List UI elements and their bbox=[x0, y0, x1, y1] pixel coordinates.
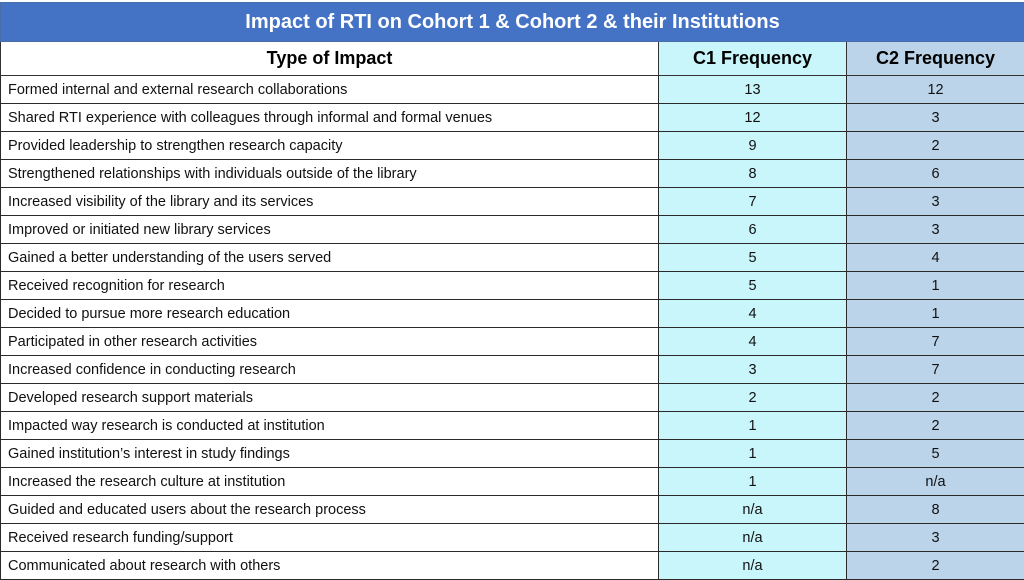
c1-frequency-cell: 5 bbox=[659, 244, 847, 272]
c2-frequency-cell: 2 bbox=[847, 132, 1024, 160]
c2-frequency-cell: 7 bbox=[847, 356, 1024, 384]
table-body: Formed internal and external research co… bbox=[1, 76, 1024, 580]
table-row: Gained institution’s interest in study f… bbox=[1, 440, 1024, 468]
c2-frequency-cell: 7 bbox=[847, 328, 1024, 356]
table-row: Strengthened relationships with individu… bbox=[1, 160, 1024, 188]
c1-frequency-cell: 1 bbox=[659, 468, 847, 496]
c2-frequency-cell: 3 bbox=[847, 524, 1024, 552]
c2-frequency-cell: 3 bbox=[847, 188, 1024, 216]
table-row: Increased confidence in conducting resea… bbox=[1, 356, 1024, 384]
impact-type-cell: Improved or initiated new library servic… bbox=[1, 216, 659, 244]
c2-frequency-cell: 3 bbox=[847, 216, 1024, 244]
c1-frequency-cell: 4 bbox=[659, 300, 847, 328]
table-row: Shared RTI experience with colleagues th… bbox=[1, 104, 1024, 132]
c2-frequency-cell: 5 bbox=[847, 440, 1024, 468]
c2-frequency-cell: 12 bbox=[847, 76, 1024, 104]
table-row: Gained a better understanding of the use… bbox=[1, 244, 1024, 272]
header-c1-frequency: C1 Frequency bbox=[659, 42, 847, 76]
impact-type-cell: Received research funding/support bbox=[1, 524, 659, 552]
table-row: Impacted way research is conducted at in… bbox=[1, 412, 1024, 440]
impact-type-cell: Strengthened relationships with individu… bbox=[1, 160, 659, 188]
impact-type-cell: Communicated about research with others bbox=[1, 552, 659, 580]
c2-frequency-cell: 1 bbox=[847, 300, 1024, 328]
impact-type-cell: Shared RTI experience with colleagues th… bbox=[1, 104, 659, 132]
table-row: Increased the research culture at instit… bbox=[1, 468, 1024, 496]
c1-frequency-cell: 5 bbox=[659, 272, 847, 300]
table-row: Improved or initiated new library servic… bbox=[1, 216, 1024, 244]
impact-type-cell: Participated in other research activitie… bbox=[1, 328, 659, 356]
c1-frequency-cell: 8 bbox=[659, 160, 847, 188]
c1-frequency-cell: n/a bbox=[659, 496, 847, 524]
c1-frequency-cell: 1 bbox=[659, 440, 847, 468]
table-title: Impact of RTI on Cohort 1 & Cohort 2 & t… bbox=[1, 3, 1024, 42]
header-c2-frequency: C2 Frequency bbox=[847, 42, 1024, 76]
impact-type-cell: Gained a better understanding of the use… bbox=[1, 244, 659, 272]
c2-frequency-cell: 1 bbox=[847, 272, 1024, 300]
impact-type-cell: Guided and educated users about the rese… bbox=[1, 496, 659, 524]
table-row: Provided leadership to strengthen resear… bbox=[1, 132, 1024, 160]
c1-frequency-cell: 7 bbox=[659, 188, 847, 216]
table-row: Participated in other research activitie… bbox=[1, 328, 1024, 356]
impact-type-cell: Impacted way research is conducted at in… bbox=[1, 412, 659, 440]
impact-type-cell: Decided to pursue more research educatio… bbox=[1, 300, 659, 328]
impact-type-cell: Increased confidence in conducting resea… bbox=[1, 356, 659, 384]
c2-frequency-cell: n/a bbox=[847, 468, 1024, 496]
c1-frequency-cell: 1 bbox=[659, 412, 847, 440]
c2-frequency-cell: 4 bbox=[847, 244, 1024, 272]
impact-type-cell: Received recognition for research bbox=[1, 272, 659, 300]
table-row: Decided to pursue more research educatio… bbox=[1, 300, 1024, 328]
title-row: Impact of RTI on Cohort 1 & Cohort 2 & t… bbox=[1, 3, 1024, 42]
c2-frequency-cell: 2 bbox=[847, 384, 1024, 412]
impact-type-cell: Increased visibility of the library and … bbox=[1, 188, 659, 216]
c1-frequency-cell: 6 bbox=[659, 216, 847, 244]
c2-frequency-cell: 6 bbox=[847, 160, 1024, 188]
impact-type-cell: Provided leadership to strengthen resear… bbox=[1, 132, 659, 160]
c1-frequency-cell: n/a bbox=[659, 524, 847, 552]
impact-type-cell: Developed research support materials bbox=[1, 384, 659, 412]
c1-frequency-cell: n/a bbox=[659, 552, 847, 580]
c2-frequency-cell: 3 bbox=[847, 104, 1024, 132]
c1-frequency-cell: 4 bbox=[659, 328, 847, 356]
c1-frequency-cell: 12 bbox=[659, 104, 847, 132]
c1-frequency-cell: 3 bbox=[659, 356, 847, 384]
impact-type-cell: Increased the research culture at instit… bbox=[1, 468, 659, 496]
table-row: Increased visibility of the library and … bbox=[1, 188, 1024, 216]
c1-frequency-cell: 13 bbox=[659, 76, 847, 104]
impact-type-cell: Formed internal and external research co… bbox=[1, 76, 659, 104]
header-row: Type of Impact C1 Frequency C2 Frequency bbox=[1, 42, 1024, 76]
table-row: Formed internal and external research co… bbox=[1, 76, 1024, 104]
c1-frequency-cell: 2 bbox=[659, 384, 847, 412]
c1-frequency-cell: 9 bbox=[659, 132, 847, 160]
table-row: Guided and educated users about the rese… bbox=[1, 496, 1024, 524]
c2-frequency-cell: 8 bbox=[847, 496, 1024, 524]
c2-frequency-cell: 2 bbox=[847, 552, 1024, 580]
impact-type-cell: Gained institution’s interest in study f… bbox=[1, 440, 659, 468]
header-type-of-impact: Type of Impact bbox=[1, 42, 659, 76]
c2-frequency-cell: 2 bbox=[847, 412, 1024, 440]
